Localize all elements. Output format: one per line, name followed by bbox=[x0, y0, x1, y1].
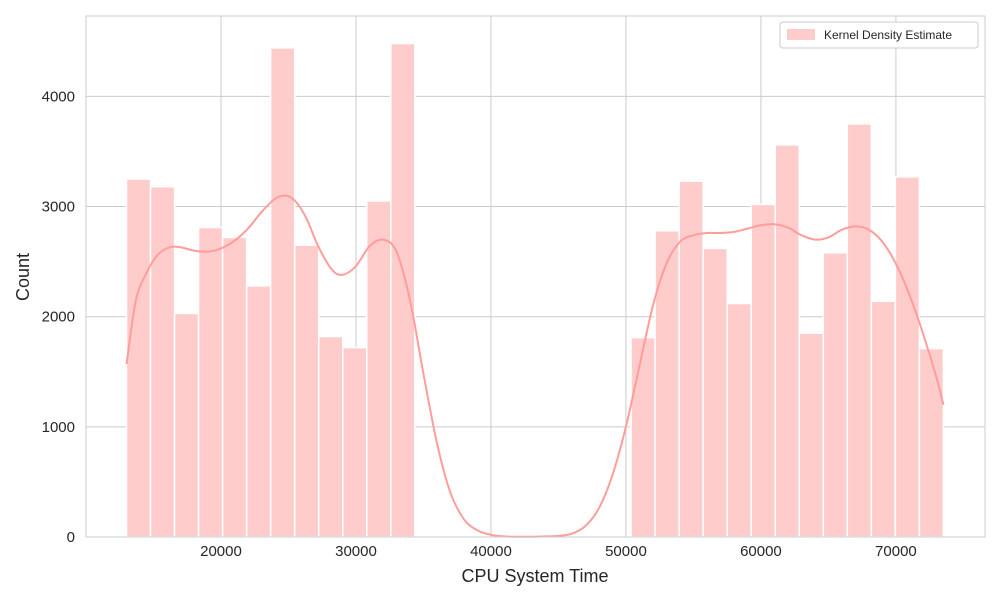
x-tick-label: 40000 bbox=[470, 543, 512, 560]
histogram-bar bbox=[678, 180, 704, 538]
x-axis-label: CPU System Time bbox=[461, 566, 608, 586]
histogram-bar bbox=[221, 236, 248, 538]
histogram-bar bbox=[390, 42, 416, 538]
histogram-bar bbox=[894, 176, 921, 538]
x-tick-label: 70000 bbox=[875, 543, 917, 560]
x-tick-label: 20000 bbox=[200, 543, 242, 560]
histogram-bar bbox=[317, 335, 344, 538]
y-tick-label: 3000 bbox=[42, 199, 75, 216]
x-tick-label: 50000 bbox=[605, 543, 647, 560]
x-tick-labels: 20000 30000 40000 50000 60000 70000 bbox=[200, 543, 917, 560]
histogram-bar bbox=[870, 300, 897, 538]
y-tick-label: 2000 bbox=[42, 309, 75, 326]
histogram-bars bbox=[125, 42, 945, 538]
histogram-bar bbox=[630, 336, 656, 538]
histogram-bar bbox=[918, 347, 945, 538]
histogram-bar bbox=[750, 203, 776, 538]
histogram-bar bbox=[774, 144, 801, 538]
histogram-bar bbox=[726, 302, 752, 538]
legend-box bbox=[779, 21, 979, 49]
x-tick-label: 60000 bbox=[740, 543, 782, 560]
histogram-bar bbox=[269, 47, 296, 538]
y-tick-label: 4000 bbox=[42, 88, 75, 105]
legend: Kernel Density Estimate bbox=[779, 21, 979, 49]
histogram-bar bbox=[798, 332, 825, 538]
histogram-bar bbox=[654, 230, 680, 538]
plot-frame bbox=[85, 15, 986, 538]
y-axis-label: Count bbox=[13, 253, 33, 301]
legend-swatch bbox=[787, 29, 815, 40]
histogram-bar bbox=[822, 252, 849, 538]
histogram-bar bbox=[366, 200, 392, 538]
histogram-bar bbox=[341, 346, 368, 538]
histogram-bar bbox=[293, 244, 320, 538]
histogram-bar bbox=[149, 185, 176, 538]
y-tick-label: 1000 bbox=[42, 419, 75, 436]
histogram-bar bbox=[173, 312, 200, 538]
x-tick-label: 30000 bbox=[335, 543, 377, 560]
histogram-bar bbox=[846, 123, 873, 538]
histogram-bar bbox=[125, 178, 152, 538]
histogram-bar bbox=[245, 285, 272, 538]
histogram-bar bbox=[197, 226, 224, 538]
legend-label: Kernel Density Estimate bbox=[824, 28, 952, 42]
y-tick-labels: 0 1000 2000 3000 4000 bbox=[42, 88, 75, 546]
y-tick-label: 0 bbox=[67, 529, 75, 546]
histogram-bar bbox=[702, 247, 728, 538]
